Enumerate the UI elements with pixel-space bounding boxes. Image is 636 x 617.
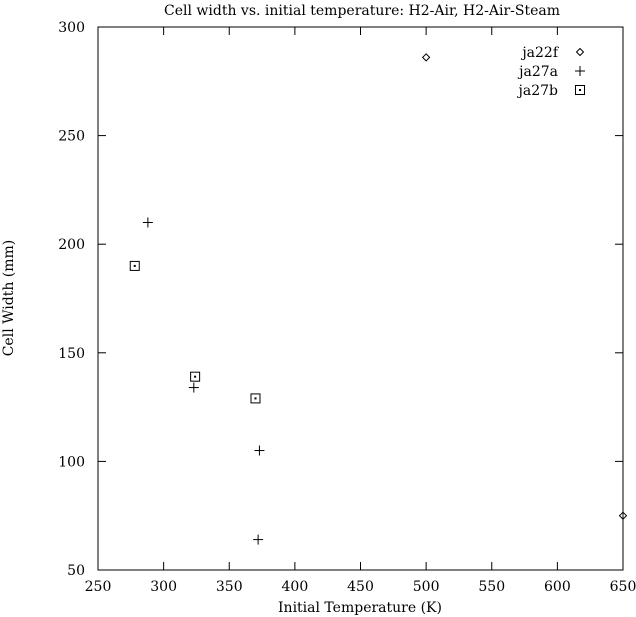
point-ja27a-3	[253, 534, 264, 545]
x-tick-label-300: 300	[150, 579, 177, 595]
x-tick-label-500: 500	[413, 579, 440, 595]
point-ja27a-0	[142, 217, 153, 228]
y-tick-label-100: 100	[58, 454, 85, 470]
plot-frame	[97, 26, 624, 571]
point-ja27b-2	[250, 393, 261, 404]
chart-title: Cell width vs. initial temperature: H2-A…	[164, 3, 560, 19]
legend-marker-ja22f	[575, 47, 585, 57]
point-ja27b-1	[190, 371, 201, 382]
legend-label-ja27b: ja27b	[517, 83, 559, 99]
point-ja22f-1	[618, 511, 628, 520]
y-tick-label-300: 300	[58, 20, 85, 36]
point-ja27a-1	[188, 382, 199, 393]
x-tick-label-650: 650	[610, 579, 636, 595]
legend-label-ja27a: ja27a	[517, 64, 558, 80]
legend-label-ja22f: ja22f	[520, 45, 560, 61]
y-tick-label-200: 200	[58, 237, 85, 253]
x-tick-label-250: 250	[85, 579, 112, 595]
legend: ja22f ja27a ja27b	[517, 45, 585, 99]
x-tick-label-400: 400	[282, 579, 309, 595]
y-tick-label-150: 150	[58, 346, 85, 362]
data-points	[129, 53, 628, 545]
y-tick-label-50: 50	[67, 563, 85, 579]
legend-marker-ja27a	[575, 66, 585, 76]
y-axis-label: Cell Width (mm)	[1, 240, 17, 357]
x-axis-label: Initial Temperature (K)	[278, 600, 442, 616]
legend-marker-ja27b	[575, 85, 585, 95]
point-ja27a-2	[254, 445, 265, 456]
axis-ticks	[97, 26, 624, 571]
y-tick-label-250: 250	[58, 129, 85, 145]
x-tick-label-600: 600	[544, 579, 571, 595]
point-ja27b-0	[129, 260, 140, 271]
point-ja22f-0	[421, 53, 431, 62]
x-tick-label-450: 450	[347, 579, 374, 595]
axis-tick-labels: 250 300 350 400 450 500 550 600 650 50 100 150 200 25…	[58, 20, 636, 595]
x-tick-label-350: 350	[216, 579, 243, 595]
x-tick-label-550: 550	[478, 579, 505, 595]
